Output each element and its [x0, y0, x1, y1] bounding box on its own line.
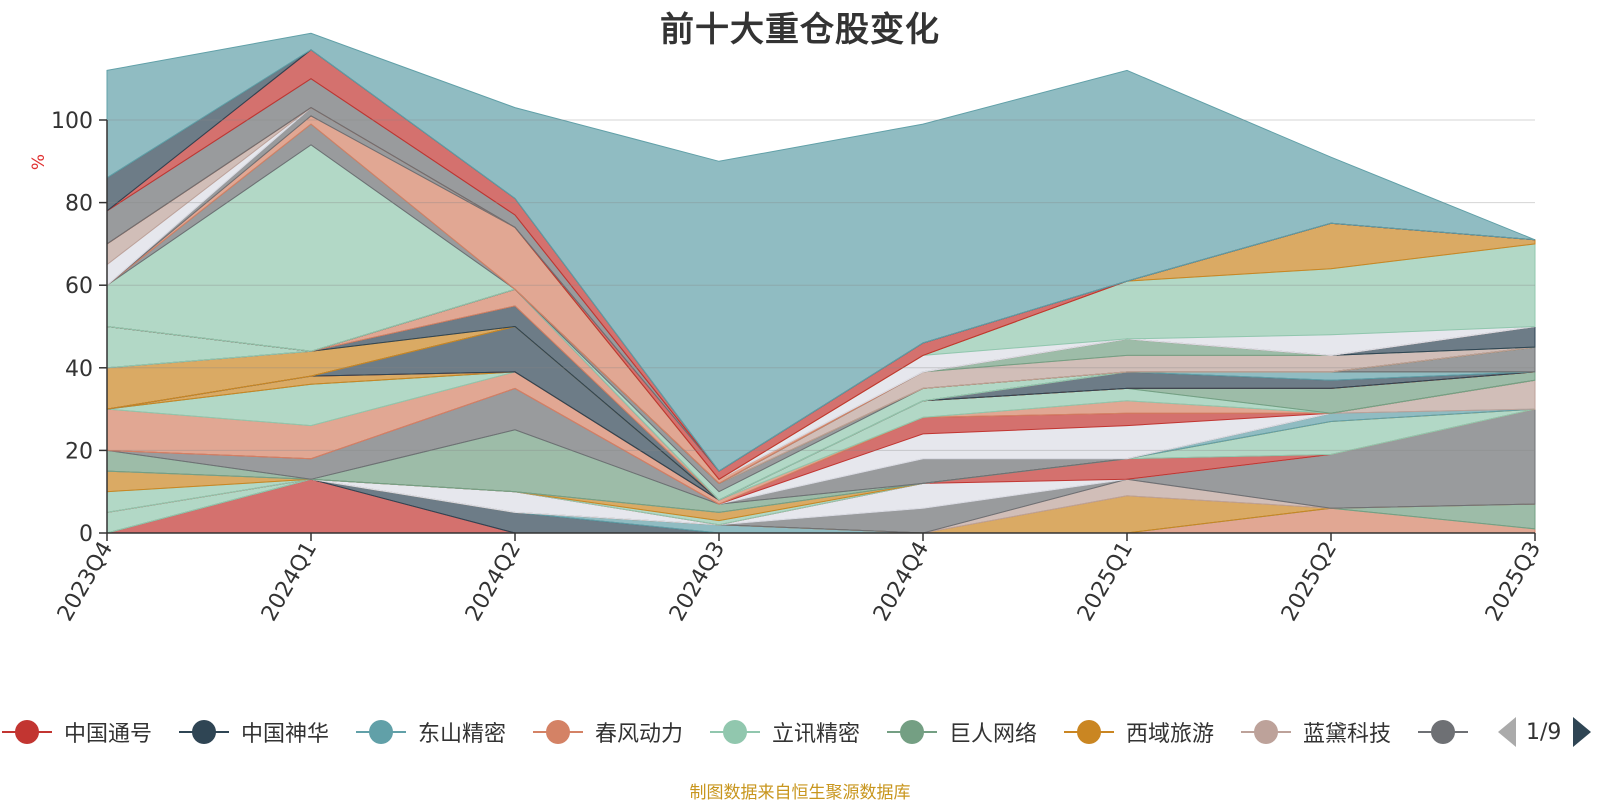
legend-item[interactable]: 巨人网络: [887, 712, 1037, 752]
legend-label: 立讯精密: [772, 722, 861, 747]
chart-title: 前十大重仓股变化: [660, 10, 940, 50]
legend-label: 蓝黛科技: [1303, 722, 1392, 747]
x-tick-label: 2023Q4: [53, 538, 118, 626]
legend-item[interactable]: 春风动力: [533, 712, 683, 752]
legend-label: 巨人网络: [949, 722, 1038, 747]
legend-page-indicator: 1/9: [1526, 719, 1562, 745]
legend-label: 东山精密: [418, 722, 507, 747]
y-tick-label: 60: [65, 274, 93, 299]
x-tick-label: 2024Q2: [461, 538, 526, 626]
legend-label: 春风动力: [595, 722, 684, 747]
legend-item[interactable]: 中国神华: [179, 712, 329, 752]
legend: 中国通号 中国神华 东山精密 春风动力 立讯精密 巨人网络 西域旅游 蓝黛科技 中: [0, 712, 1600, 752]
legend-marker-icon: [533, 718, 583, 746]
x-tick-label: 2025Q2: [1277, 538, 1342, 626]
area-series-group: [106, 32, 1536, 534]
y-tick-label: 40: [65, 357, 93, 382]
legend-marker-icon: [356, 718, 406, 746]
legend-marker-icon: [887, 718, 937, 746]
legend-items: 中国通号 中国神华 东山精密 春风动力 立讯精密 巨人网络 西域旅游 蓝黛科技 中: [0, 712, 1468, 752]
source-note: 制图数据来自恒生聚源数据库: [689, 783, 911, 803]
area-series-61: [106, 32, 1536, 472]
legend-item[interactable]: 立讯精密: [710, 712, 860, 752]
legend-marker-icon: [710, 718, 760, 746]
legend-next-page-icon[interactable]: [1573, 717, 1592, 747]
y-tick-label: 100: [51, 109, 93, 134]
legend-item[interactable]: 蓝黛科技: [1241, 712, 1391, 752]
y-tick-label: 0: [79, 522, 93, 547]
legend-marker-icon: [2, 718, 52, 746]
legend-label: 西域旅游: [1126, 722, 1215, 747]
legend-marker-icon: [179, 718, 229, 746]
legend-item[interactable]: 中: [1418, 712, 1468, 752]
y-axis-label: %: [29, 154, 49, 170]
legend-pager: 1/9: [1498, 712, 1600, 752]
legend-marker-icon: [1418, 718, 1468, 746]
legend-item[interactable]: 西域旅游: [1064, 712, 1214, 752]
legend-marker-icon: [1241, 718, 1291, 746]
x-tick-label: 2025Q1: [1073, 538, 1138, 626]
legend-item[interactable]: 中国通号: [2, 712, 152, 752]
legend-item[interactable]: 东山精密: [356, 712, 506, 752]
x-tick-label: 2024Q4: [869, 538, 934, 626]
legend-label: 中国通号: [64, 722, 153, 747]
y-tick-label: 20: [65, 439, 93, 464]
y-tick-label: 80: [65, 192, 93, 217]
legend-label: 中国神华: [241, 722, 330, 747]
grid-lines: [107, 119, 1535, 451]
x-tick-label: 2025Q3: [1481, 538, 1546, 626]
legend-marker-icon: [1064, 718, 1114, 746]
x-tick-label: 2024Q3: [665, 538, 730, 626]
x-tick-label: 2024Q1: [257, 538, 322, 626]
legend-prev-page-icon[interactable]: [1498, 717, 1516, 747]
stacked-area-chart: 0 20 40 60 80 100 2023Q4 2024Q1 2024Q2 2024Q3 2024…: [29, 32, 1546, 626]
